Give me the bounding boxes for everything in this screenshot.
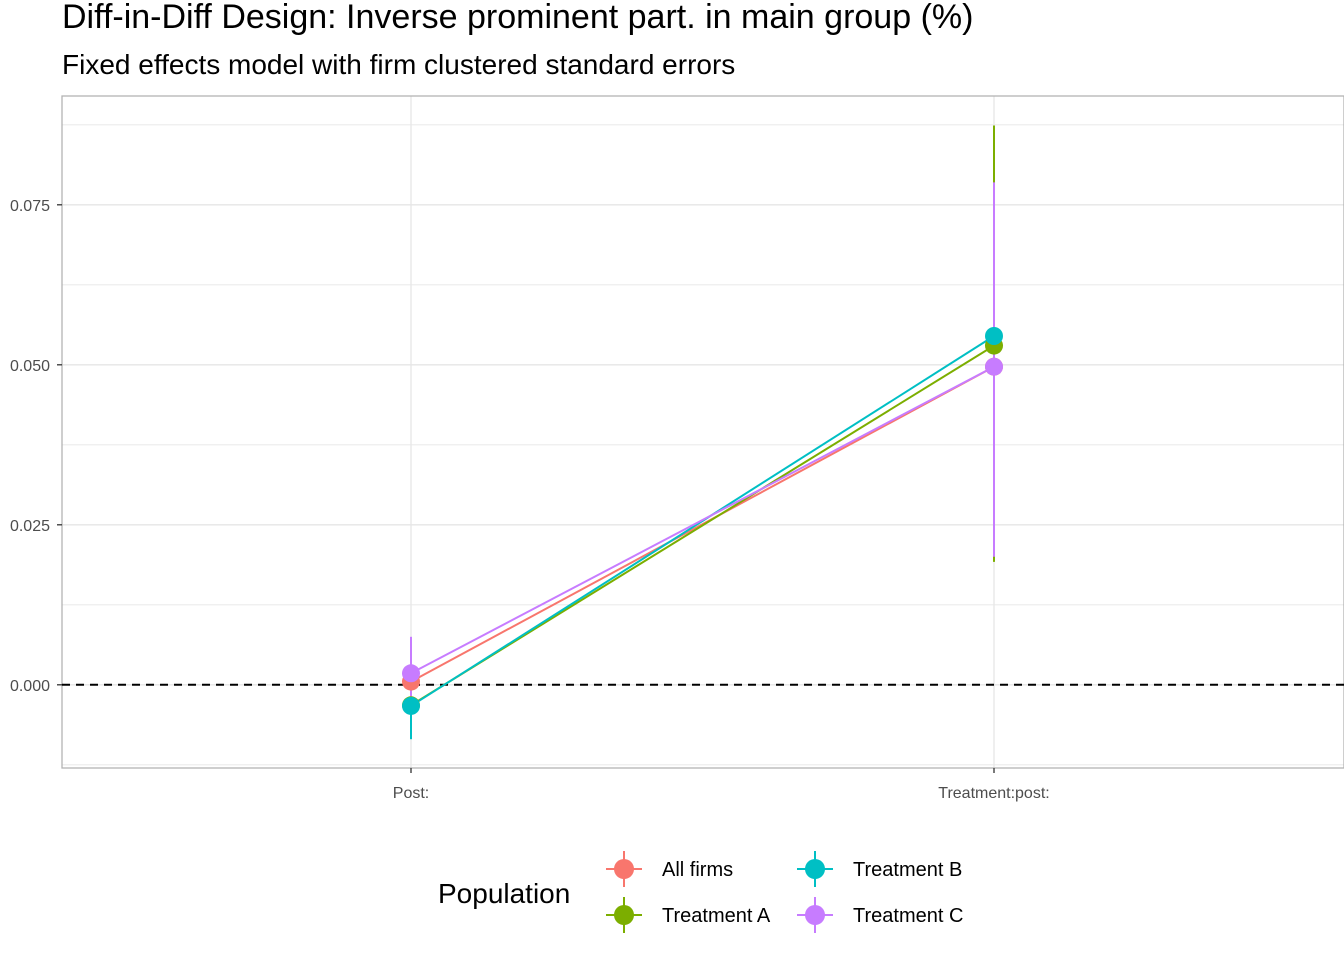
legend-title: Population xyxy=(438,878,570,909)
series-line xyxy=(410,365,995,675)
x-axis: Post: Treatment:post: xyxy=(393,768,1050,802)
x-tick-label: Treatment:post: xyxy=(938,785,1049,802)
data-point xyxy=(985,327,1003,345)
legend-key-point xyxy=(805,905,825,925)
chart-subtitle: Fixed effects model with firm clustered … xyxy=(62,49,735,80)
legend-label: Treatment A xyxy=(662,905,771,927)
y-tick-label: 0.025 xyxy=(10,518,50,535)
legend-label: Treatment C xyxy=(853,905,963,927)
legend-label: Treatment B xyxy=(853,859,962,881)
data-point xyxy=(402,664,420,683)
y-axis: 0.000 0.025 0.050 0.075 xyxy=(10,198,62,695)
series-layer xyxy=(402,125,1003,740)
y-tick-label: 0.050 xyxy=(10,358,50,375)
series-line xyxy=(410,365,995,683)
y-tick-label: 0.000 xyxy=(10,678,50,695)
x-tick-label: Post: xyxy=(393,785,429,802)
data-point xyxy=(402,696,420,715)
legend-key-point xyxy=(805,859,825,879)
data-point xyxy=(985,357,1003,376)
legend-label: All firms xyxy=(662,859,733,881)
legend: Population All firms Treatment A Treatment… xyxy=(438,851,963,933)
y-tick-label: 0.075 xyxy=(10,198,50,215)
grid xyxy=(62,96,1344,768)
legend-key-point xyxy=(614,859,634,879)
chart-title: Diff-in-Diff Design: Inverse prominent p… xyxy=(62,0,973,36)
plot-panel-border xyxy=(61,95,1344,769)
legend-key-point xyxy=(614,905,634,925)
